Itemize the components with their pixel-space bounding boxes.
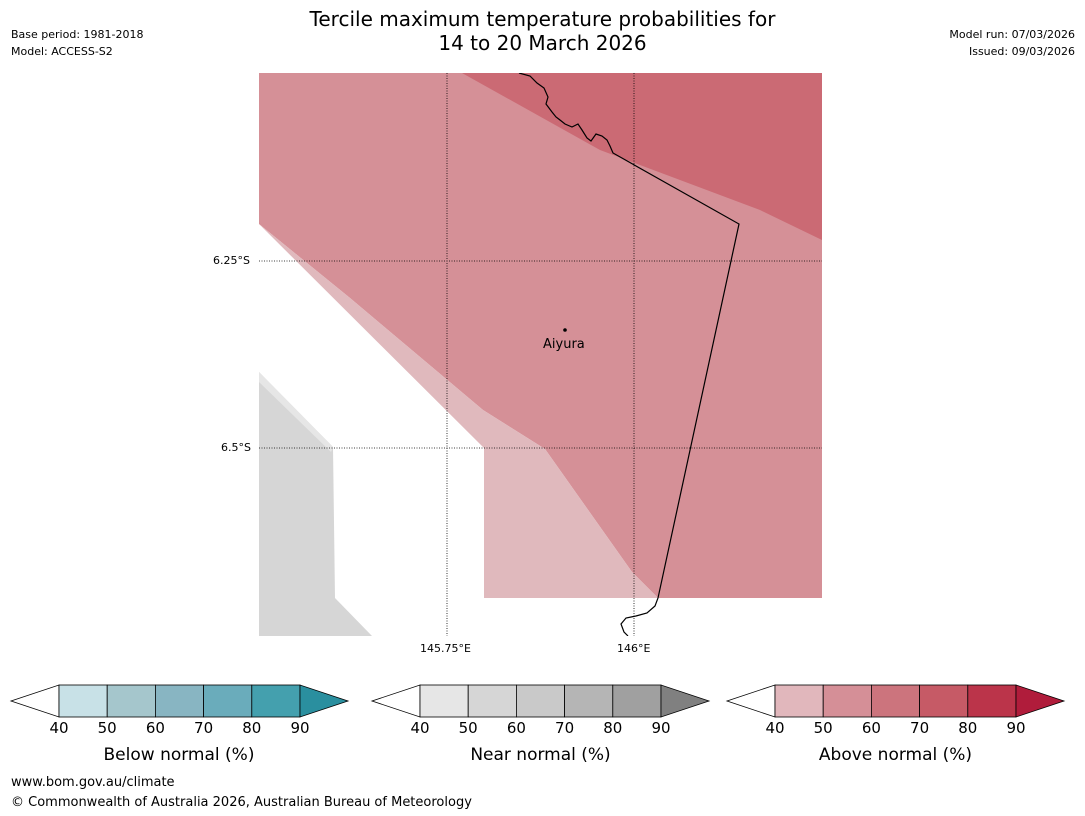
above-colorbar-segment-1 <box>822 684 872 718</box>
above-tick-70: 70 <box>910 719 930 737</box>
above-colorbar-segment-2 <box>871 684 921 718</box>
near-tick-60: 60 <box>506 719 526 737</box>
above-tick-80: 80 <box>958 719 978 737</box>
below-colorbar-segment-4 <box>251 684 301 718</box>
above-normal-60-70-area <box>462 73 822 240</box>
near-normal-area <box>259 372 372 636</box>
legend-colorbars <box>9 684 1066 718</box>
aiyura-marker <box>563 328 567 332</box>
header-right-meta: Model run: 07/03/2026 Issued: 09/03/2026 <box>949 26 1075 60</box>
above-tick-40: 40 <box>765 719 785 737</box>
header-left-meta: Base period: 1981-2018 Model: ACCESS-S2 <box>11 26 143 60</box>
title-line-1: Tercile maximum temperature probabilitie… <box>309 7 776 31</box>
colorbar-near-normal <box>370 684 711 718</box>
near-tick-90: 90 <box>651 719 671 737</box>
above-colorbar-over-arrow <box>1015 684 1066 718</box>
above-tick-90: 90 <box>1006 719 1026 737</box>
near-normal-label: Near normal (%) <box>470 745 611 765</box>
lat-label-6.5: 6.5°S <box>221 441 251 454</box>
near-colorbar-segment-2 <box>516 684 566 718</box>
above-tick-60: 60 <box>861 719 881 737</box>
model-text: Model: ACCESS-S2 <box>11 45 113 58</box>
below-tick-70: 70 <box>194 719 214 737</box>
near-colorbar-segment-1 <box>467 684 517 718</box>
above-normal-label: Above normal (%) <box>818 745 973 765</box>
below-colorbar-under-arrow <box>9 684 60 718</box>
below-colorbar-segment-3 <box>203 684 253 718</box>
lat-label-6.25: 6.25°S <box>213 254 250 267</box>
near-colorbar-segment-4 <box>612 684 662 718</box>
below-colorbar-over-arrow <box>299 684 350 718</box>
near-colorbar-over-arrow <box>660 684 711 718</box>
no-signal-area <box>259 261 658 636</box>
below-tick-60: 60 <box>145 719 165 737</box>
above-colorbar-segment-3 <box>919 684 969 718</box>
near-colorbar-segment-0 <box>419 684 469 718</box>
map-title: Tercile maximum temperature probabilitie… <box>0 7 1085 55</box>
near-tick-70: 70 <box>555 719 575 737</box>
near-normal-edge <box>259 372 333 452</box>
colorbar-above-normal <box>725 684 1066 718</box>
above-colorbar-under-arrow <box>725 684 776 718</box>
below-colorbar-segment-1 <box>106 684 156 718</box>
above-tick-50: 50 <box>813 719 833 737</box>
near-tick-80: 80 <box>603 719 623 737</box>
colorbar-below-normal <box>9 684 350 718</box>
near-colorbar-segment-3 <box>564 684 614 718</box>
below-normal-label: Below normal (%) <box>103 745 255 765</box>
below-tick-40: 40 <box>49 719 69 737</box>
below-colorbar-segment-0 <box>58 684 108 718</box>
below-tick-90: 90 <box>290 719 310 737</box>
model-run-text: Model run: 07/03/2026 <box>949 28 1075 41</box>
above-colorbar-segment-4 <box>967 684 1017 718</box>
near-colorbar-under-arrow <box>370 684 421 718</box>
above-normal-40-50-area <box>259 224 658 598</box>
lon-label-145.75: 145.75°E <box>420 642 471 655</box>
coastline-border <box>518 73 740 636</box>
place-label-aiyura: Aiyura <box>543 337 585 352</box>
lon-label-146: 146°E <box>617 642 651 655</box>
footer-copyright: © Commonwealth of Australia 2026, Austra… <box>11 795 472 810</box>
above-normal-50-60-area <box>259 73 822 598</box>
issued-text: Issued: 09/03/2026 <box>968 45 1075 58</box>
below-tick-80: 80 <box>242 719 262 737</box>
above-colorbar-segment-0 <box>774 684 824 718</box>
near-tick-50: 50 <box>458 719 478 737</box>
below-colorbar-segment-2 <box>154 684 204 718</box>
title-line-2: 14 to 20 March 2026 <box>438 31 647 55</box>
footer-url: www.bom.gov.au/climate <box>11 775 175 790</box>
near-tick-40: 40 <box>410 719 430 737</box>
below-tick-50: 50 <box>97 719 117 737</box>
base-period-text: Base period: 1981-2018 <box>11 28 144 41</box>
probability-fields <box>259 73 822 636</box>
